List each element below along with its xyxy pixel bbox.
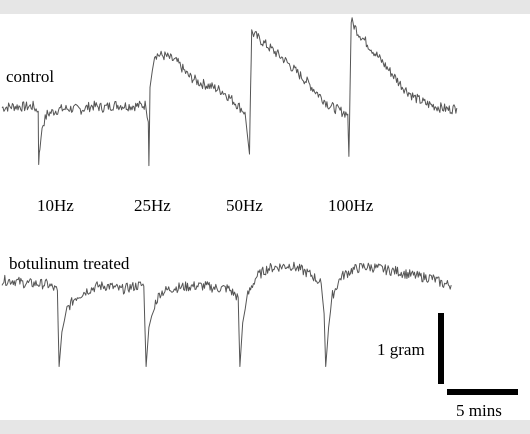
stimulus-label-25hz: 25Hz (134, 196, 171, 215)
vertical-scale-label: 1 gram (377, 340, 425, 359)
vertical-scale-bar (438, 313, 444, 384)
trace-control (1, 17, 458, 167)
botulinum-series-label: botulinum treated (9, 254, 130, 273)
trace-botulinum-treated (1, 261, 452, 367)
stimulus-label-50hz: 50Hz (226, 196, 263, 215)
figure-panel: control botulinum treated 10Hz 25Hz 50Hz… (0, 14, 530, 420)
stimulus-label-100hz: 100Hz (328, 196, 374, 215)
horizontal-scale-bar (447, 389, 518, 395)
traces-svg (1, 17, 458, 367)
stimulus-label-10hz: 10Hz (37, 196, 74, 215)
control-series-label: control (6, 67, 55, 86)
horizontal-scale-label: 5 mins (456, 401, 502, 420)
